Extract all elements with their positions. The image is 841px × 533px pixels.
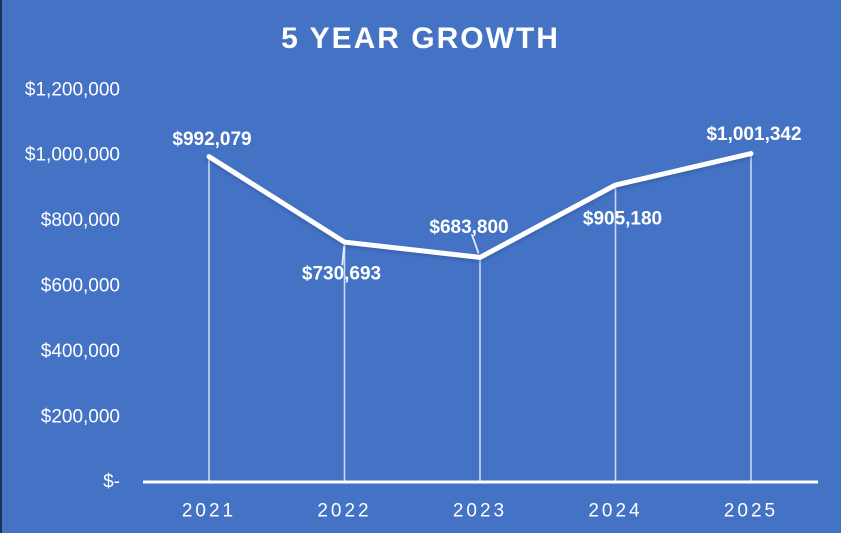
y-axis-tick-label: $1,000,000	[25, 145, 120, 166]
y-axis-tick-label: $1,200,000	[25, 79, 120, 100]
y-axis-tick-label: $-	[103, 472, 120, 493]
data-point-label: $730,693	[302, 264, 381, 285]
data-point-label: $1,001,342	[706, 124, 801, 145]
x-axis-category-label: 2022	[317, 501, 371, 522]
y-axis-tick-label: $200,000	[41, 406, 120, 427]
label-leader-line	[470, 233, 480, 254]
data-point-label: $905,180	[583, 209, 662, 230]
series-line	[206, 151, 754, 260]
x-axis-category-label: 2021	[182, 501, 236, 522]
x-axis-category-label: 2024	[588, 501, 642, 522]
data-point-label: $683,800	[429, 217, 508, 238]
window-left-edge	[0, 0, 2, 533]
x-axis-category-label: 2023	[453, 501, 507, 522]
data-point-label: $992,079	[172, 129, 251, 150]
chart-title: 5 YEAR GROWTH	[281, 22, 560, 55]
y-axis-tick-label: $400,000	[41, 341, 120, 362]
y-axis-tick-label: $600,000	[41, 275, 120, 296]
label-leader-line	[341, 246, 346, 266]
y-axis-tick-label: $800,000	[41, 210, 120, 231]
x-axis-category-label: 2025	[724, 501, 778, 522]
